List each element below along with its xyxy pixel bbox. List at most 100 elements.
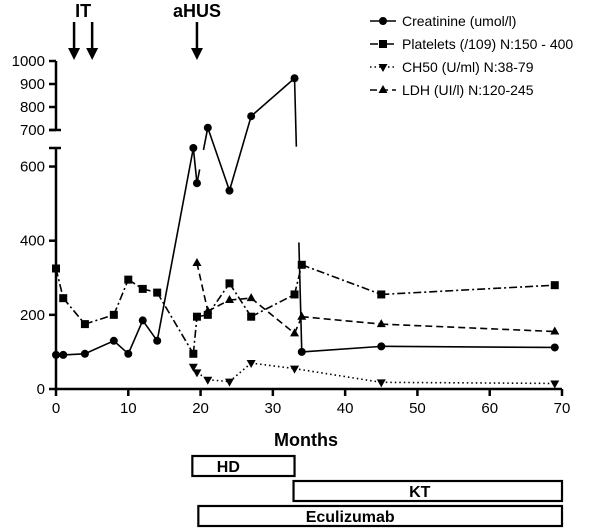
data-point	[225, 279, 234, 288]
legend: Creatinine (umol/l) Platelets (/109) N:15…	[370, 13, 573, 98]
x-tick-label: 50	[409, 400, 426, 417]
series-triangle-up	[192, 257, 560, 337]
annotations: IT aHUS	[68, 1, 221, 60]
series-line	[381, 345, 555, 349]
data-point	[550, 343, 559, 352]
series-triangle-down	[188, 360, 560, 389]
y-tick-label: 1000	[12, 53, 45, 70]
series-line	[381, 284, 555, 296]
data-point	[52, 350, 60, 359]
series-line	[207, 299, 230, 312]
data-point	[379, 40, 387, 48]
series-line	[84, 340, 115, 355]
data-point	[224, 295, 234, 304]
series-line	[207, 127, 231, 191]
series-line	[192, 316, 198, 354]
data-point	[192, 179, 201, 188]
series-line	[250, 297, 296, 335]
data-point	[192, 312, 201, 321]
treatment-bar	[191, 454, 296, 478]
data-point	[297, 311, 307, 320]
series-line	[228, 362, 252, 383]
series-line	[250, 77, 296, 117]
treatment-bar	[197, 504, 564, 528]
y-tick-label: 0	[37, 381, 45, 398]
treatment-bars: HD KT Eculizumab	[191, 454, 564, 528]
y-tick-label: 200	[20, 307, 45, 324]
data-point	[188, 363, 198, 372]
series-line	[156, 292, 195, 355]
x-tick-label: 20	[192, 400, 209, 417]
series-line	[251, 362, 295, 370]
treatment-bar-label: HD	[217, 459, 240, 476]
data-point	[80, 349, 89, 358]
data-point	[376, 379, 386, 388]
data-point	[80, 320, 89, 329]
data-point	[378, 85, 388, 93]
legend-label: Creatinine (umol/l)	[402, 13, 516, 29]
series-line	[301, 345, 382, 353]
series-line	[301, 264, 382, 296]
series-line	[228, 115, 252, 191]
data-point	[247, 312, 256, 321]
legend-label: CH50 (U/ml) N:38-79	[402, 59, 534, 75]
data-point	[109, 336, 118, 345]
series-square	[52, 260, 559, 358]
x-tick-label: 60	[481, 400, 498, 417]
data-point	[203, 310, 212, 319]
data-point	[124, 349, 133, 358]
data-point	[290, 365, 300, 374]
y-tick-label: 700	[20, 122, 45, 139]
series-circle	[52, 74, 559, 359]
series-line	[192, 147, 198, 184]
series-line	[142, 319, 158, 342]
data-point	[203, 306, 213, 315]
data-point	[550, 326, 560, 335]
y-tick-label: 800	[20, 99, 45, 116]
x-tick-label: 10	[120, 400, 137, 417]
data-point	[189, 349, 198, 358]
y-tick-label: 600	[20, 159, 45, 176]
data-point	[52, 264, 60, 273]
data-point	[377, 342, 386, 351]
data-point	[377, 290, 386, 299]
annotation-arrow-head	[190, 48, 203, 60]
data-point	[189, 144, 198, 152]
treatment-bar-label: KT	[409, 484, 431, 501]
treatment-bar	[292, 479, 564, 503]
data-point	[153, 336, 162, 345]
data-point	[192, 257, 202, 266]
x-tick-label: 40	[337, 400, 354, 417]
x-tick-label: 0	[52, 400, 60, 417]
series-line	[293, 78, 298, 147]
series-line	[293, 264, 303, 295]
x-tick-label: 70	[554, 400, 571, 417]
x-axis-title: Months	[274, 430, 338, 450]
data-point	[153, 288, 162, 297]
series-line	[228, 282, 252, 318]
data-point	[203, 123, 212, 132]
data-point	[109, 310, 118, 319]
series-line	[55, 268, 65, 299]
data-point	[59, 350, 68, 359]
axes: 0 10 20 30 40 50 60 7002004006007008009001000Mo…	[12, 53, 571, 450]
series-line	[196, 262, 209, 312]
y-tick-label: 900	[20, 76, 45, 93]
series-line	[301, 315, 382, 325]
series-line	[229, 297, 252, 301]
series-line	[207, 378, 230, 383]
data-point	[246, 293, 256, 302]
data-point	[247, 112, 256, 121]
annotation-label: IT	[75, 1, 91, 21]
x-tick-label: 30	[265, 400, 282, 417]
series-line	[113, 279, 130, 316]
y-tick-label: 400	[20, 233, 45, 250]
data-point	[246, 360, 256, 369]
series-line	[298, 242, 303, 352]
legend-label: Platelets (/109) N:150 - 400	[402, 36, 573, 52]
data-point	[224, 378, 234, 387]
data-point	[379, 17, 387, 25]
data-point	[290, 290, 299, 299]
treatment-bar-label: Eculizumab	[306, 509, 395, 526]
